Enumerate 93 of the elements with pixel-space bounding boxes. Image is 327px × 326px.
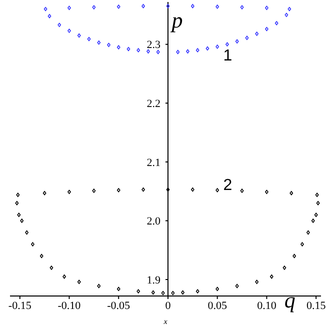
point bbox=[126, 46, 130, 52]
point bbox=[48, 14, 52, 18]
point bbox=[288, 6, 292, 12]
point bbox=[97, 284, 101, 288]
point bbox=[142, 4, 145, 8]
point bbox=[20, 218, 24, 223]
point bbox=[196, 289, 200, 294]
point bbox=[226, 42, 229, 46]
point bbox=[166, 4, 170, 8]
x-tick-label: 0 bbox=[165, 300, 172, 312]
point bbox=[216, 4, 220, 9]
text: x bbox=[162, 317, 168, 326]
x-tick-label: -0.10 bbox=[58, 300, 82, 312]
point bbox=[151, 290, 155, 295]
annotation: 1 bbox=[223, 48, 232, 65]
point bbox=[270, 274, 274, 279]
point bbox=[136, 289, 140, 294]
annotation: 2 bbox=[223, 176, 232, 194]
point bbox=[284, 12, 288, 18]
point bbox=[142, 187, 145, 192]
point bbox=[97, 40, 101, 45]
point bbox=[176, 50, 180, 54]
point bbox=[274, 21, 278, 26]
point bbox=[77, 33, 81, 38]
point bbox=[306, 230, 310, 235]
point bbox=[181, 290, 184, 295]
point bbox=[240, 188, 244, 193]
x-tick-label: 0.05 bbox=[208, 300, 228, 312]
y-axis-title: p bbox=[170, 7, 183, 32]
point bbox=[136, 48, 140, 52]
point bbox=[245, 36, 249, 40]
point bbox=[77, 280, 81, 284]
point bbox=[216, 44, 220, 49]
point bbox=[206, 46, 210, 51]
point bbox=[17, 212, 21, 217]
point bbox=[265, 6, 268, 10]
point bbox=[50, 266, 54, 270]
point bbox=[44, 6, 48, 12]
y-tick-label: 2.1 bbox=[146, 156, 160, 169]
point bbox=[240, 5, 244, 10]
x-tick-label: 0.10 bbox=[257, 300, 277, 312]
point bbox=[311, 218, 315, 223]
point bbox=[300, 242, 304, 246]
point bbox=[68, 190, 71, 194]
point bbox=[190, 4, 194, 8]
point bbox=[107, 42, 110, 48]
point bbox=[16, 192, 20, 197]
point bbox=[316, 201, 320, 206]
point bbox=[62, 274, 66, 279]
point bbox=[25, 230, 28, 235]
point bbox=[161, 290, 165, 296]
point bbox=[166, 187, 170, 192]
point bbox=[171, 290, 175, 296]
point bbox=[116, 188, 120, 192]
point bbox=[292, 254, 296, 258]
point bbox=[216, 286, 220, 292]
point bbox=[190, 187, 194, 192]
point bbox=[314, 212, 318, 217]
point bbox=[15, 201, 19, 206]
x-axis-title: q bbox=[284, 288, 296, 313]
point bbox=[68, 28, 71, 33]
x-tick-label: -0.05 bbox=[107, 300, 131, 312]
point bbox=[116, 4, 120, 9]
point bbox=[87, 36, 91, 42]
x-tick-label: -0.15 bbox=[8, 300, 32, 312]
point bbox=[196, 48, 200, 52]
point bbox=[92, 188, 96, 193]
point bbox=[235, 284, 239, 288]
point bbox=[186, 49, 190, 54]
point bbox=[216, 188, 220, 192]
point bbox=[31, 242, 34, 246]
point bbox=[255, 280, 259, 284]
point bbox=[116, 45, 120, 50]
point bbox=[42, 191, 46, 196]
point bbox=[265, 26, 268, 32]
point bbox=[156, 50, 160, 54]
point bbox=[290, 191, 294, 196]
point bbox=[68, 6, 71, 10]
point bbox=[146, 49, 150, 54]
point bbox=[235, 39, 239, 44]
point bbox=[92, 5, 96, 10]
point bbox=[315, 192, 319, 197]
y-tick-label: 1.9 bbox=[146, 274, 161, 286]
point bbox=[265, 190, 268, 194]
point bbox=[58, 22, 62, 28]
point bbox=[282, 266, 286, 270]
point bbox=[116, 286, 120, 292]
point bbox=[255, 32, 259, 36]
y-tick-label: 2.2 bbox=[146, 98, 160, 110]
y-tick-label: 2.0 bbox=[146, 216, 161, 228]
x-tick-label: 0.15 bbox=[306, 300, 326, 312]
point bbox=[40, 254, 44, 258]
y-tick-label: 2.3 bbox=[146, 39, 161, 52]
